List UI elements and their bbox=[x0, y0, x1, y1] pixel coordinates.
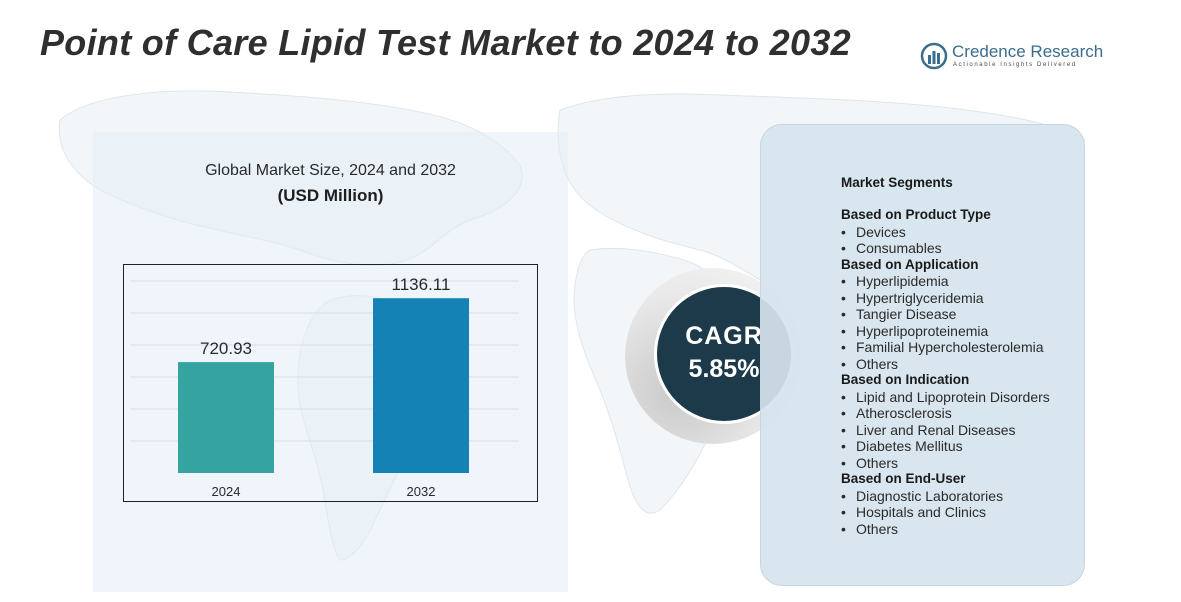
segment-item-label: Tangier Disease bbox=[856, 306, 957, 322]
bullet-icon: • bbox=[841, 487, 846, 504]
segment-item: • Consumables bbox=[841, 240, 1081, 257]
bullet-icon: • bbox=[841, 388, 846, 405]
market-segments-card bbox=[760, 124, 1085, 586]
segment-item-label: Others bbox=[856, 520, 899, 537]
bullet-icon: • bbox=[841, 438, 846, 454]
segment-item: • Familial Hypercholesterolemia bbox=[841, 339, 1081, 356]
bullet-icon: • bbox=[841, 273, 846, 289]
segment-group-title: Based on End-User bbox=[841, 471, 966, 486]
bullet-icon: • bbox=[841, 421, 846, 438]
bar-2024 bbox=[178, 362, 274, 473]
segment-group-title: Based on Indication bbox=[841, 372, 970, 387]
chart-title: Global Market Size, 2024 and 2032 bbox=[205, 162, 456, 179]
segment-item: • Diabetes Mellitus bbox=[841, 438, 1081, 455]
segment-item: • Lipid and Lipoprotein Disorders bbox=[841, 389, 1081, 406]
bullet-icon: • bbox=[841, 339, 846, 355]
bullet-icon: • bbox=[841, 306, 846, 322]
segment-item-label: Others bbox=[856, 355, 899, 372]
chart-unit: (USD Million) bbox=[277, 186, 384, 205]
segment-item: • Liver and Renal Diseases bbox=[841, 422, 1081, 439]
segment-group-title: Based on Product Type bbox=[841, 207, 991, 222]
segment-item: • Tangier Disease bbox=[841, 306, 1081, 323]
bullet-icon: • bbox=[841, 504, 846, 520]
bullet-icon: • bbox=[841, 322, 846, 339]
cagr-value: 5.85% bbox=[688, 355, 760, 383]
segment-item-label: Hypertriglyceridemia bbox=[856, 289, 984, 306]
segment-item: • Hypertriglyceridemia bbox=[841, 290, 1081, 307]
segment-item-label: Others bbox=[856, 454, 899, 471]
data-label-2032: 1136.11 bbox=[392, 275, 451, 294]
bullet-icon: • bbox=[841, 355, 846, 372]
x-tick-label: 2024 bbox=[212, 484, 241, 499]
bar-2032 bbox=[373, 298, 469, 473]
bullet-icon: • bbox=[841, 223, 846, 240]
segment-group-title: Based on Application bbox=[841, 256, 979, 272]
credence-research-logo[interactable]: Credence Research Actionable Insights De… bbox=[920, 42, 1110, 74]
market-segments-list: Market Segments Based on Product Type • De… bbox=[841, 175, 1081, 537]
market-size-panel bbox=[93, 132, 568, 592]
bar-chart-svg: 720.93 2024 1136.11 2032 bbox=[130, 275, 519, 499]
x-tick-label: 2032 bbox=[407, 484, 436, 499]
bullet-icon: • bbox=[841, 454, 846, 471]
segment-item-label: Hyperlipoproteinemia bbox=[856, 322, 989, 339]
bullet-icon: • bbox=[841, 289, 846, 306]
segment-item-label: Diagnostic Laboratories bbox=[856, 487, 1004, 504]
bullet-icon: • bbox=[841, 520, 846, 537]
bar-chart: 720.93 2024 1136.11 2032 bbox=[123, 264, 538, 502]
segment-item: • Hospitals and Clinics bbox=[841, 504, 1081, 521]
segment-item: • Diagnostic Laboratories bbox=[841, 488, 1081, 505]
data-label-2024: 720.93 bbox=[200, 339, 252, 358]
segment-item-label: Devices bbox=[856, 223, 906, 240]
bullet-icon: • bbox=[841, 405, 846, 421]
segment-item: • Hyperlipidemia bbox=[841, 273, 1081, 290]
logo-tagline: Actionable Insights Delivered bbox=[953, 62, 1077, 68]
bullet-icon: • bbox=[841, 240, 846, 256]
segment-item-label: Consumables bbox=[856, 240, 942, 256]
segment-item: • Others bbox=[841, 356, 1081, 373]
segment-item-label: Hyperlipidemia bbox=[856, 273, 949, 289]
cagr-label: CAGR bbox=[685, 322, 763, 350]
segment-item-label: Diabetes Mellitus bbox=[856, 438, 963, 454]
segment-item: • Hyperlipoproteinemia bbox=[841, 323, 1081, 340]
segment-item: • Others bbox=[841, 455, 1081, 472]
page-title: Point of Care Lipid Test Market to 2024 … bbox=[40, 22, 851, 63]
segment-item-label: Familial Hypercholesterolemia bbox=[856, 339, 1044, 355]
segment-item: • Atherosclerosis bbox=[841, 405, 1081, 422]
segment-item-label: Hospitals and Clinics bbox=[856, 504, 986, 520]
segment-item: • Devices bbox=[841, 224, 1081, 241]
segment-item-label: Liver and Renal Diseases bbox=[856, 421, 1016, 438]
segment-item: • Others bbox=[841, 521, 1081, 538]
segments-heading: Market Segments bbox=[841, 175, 953, 190]
segment-groups: Based on Product Type • Devices • Consumable… bbox=[841, 207, 1081, 537]
logo-mark-icon bbox=[920, 42, 948, 70]
segment-item-label: Lipid and Lipoprotein Disorders bbox=[856, 388, 1050, 405]
logo-name: Credence Research bbox=[952, 42, 1104, 61]
segment-item-label: Atherosclerosis bbox=[856, 405, 952, 421]
